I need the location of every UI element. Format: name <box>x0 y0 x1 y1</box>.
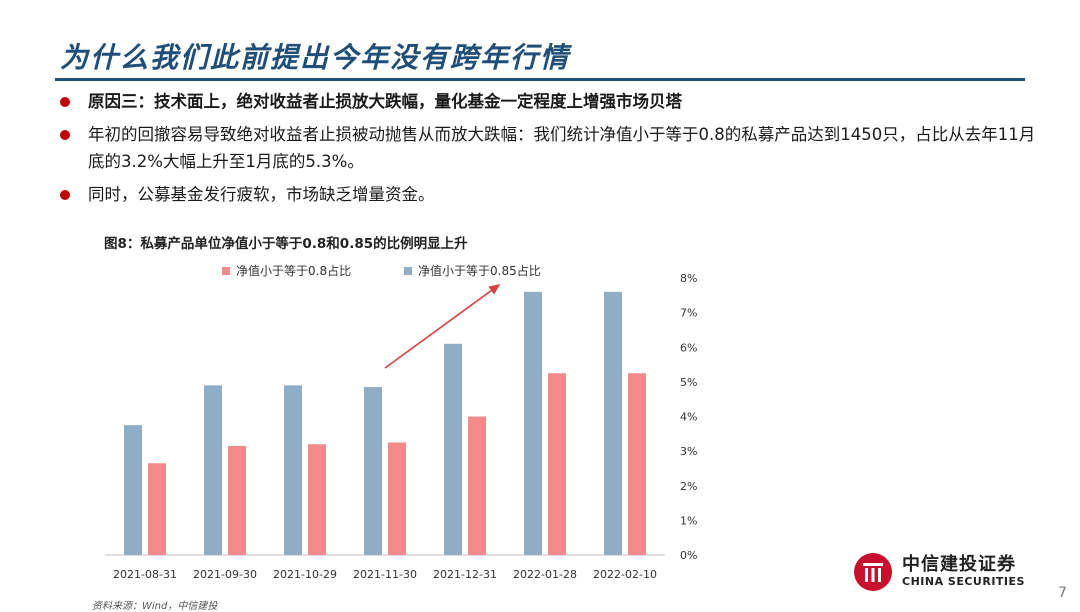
bar-series-a-2021-11-30 <box>388 442 406 555</box>
y-tick-label-2: 2% <box>680 480 697 493</box>
y-tick-label-3: 3% <box>680 445 697 458</box>
logo-text-en: CHINA SECURITIES <box>902 575 1025 588</box>
bar-series-b-2021-08-31 <box>124 425 142 555</box>
y-tick-label-0: 0% <box>680 549 697 562</box>
legend-swatch-series-a <box>222 266 230 275</box>
legend-label-series-a: 净值小于等于0.8占比 <box>236 264 352 278</box>
y-tick-label-6: 6% <box>680 341 697 354</box>
bar-series-b-2021-10-29 <box>284 385 302 555</box>
legend-item-series-a: 净值小于等于0.8占比 <box>222 262 351 279</box>
x-tick-label-2021-11-30: 2021-11-30 <box>353 568 417 581</box>
x-tick-label-2021-08-31: 2021-08-31 <box>113 568 177 581</box>
china-securities-logo-icon <box>854 553 892 591</box>
bullet-item-3: 同时，公募基金发行疲软，市场缺乏增量资金。 <box>60 181 1040 208</box>
bullet-text-2: 年初的回撤容易导致绝对收益者止损被动抛售从而放大跌幅：我们统计净值小于等于0.8… <box>88 125 1036 171</box>
page-number: 7 <box>1058 585 1067 601</box>
bar-series-b-2021-11-30 <box>364 387 382 555</box>
bar-series-a-2022-01-28 <box>548 373 566 555</box>
bar-series-a-2021-09-30 <box>228 445 246 555</box>
bullet-dot-icon <box>60 130 70 140</box>
title-divider <box>55 78 1025 81</box>
x-tick-label-2022-02-10: 2022-02-10 <box>593 568 657 581</box>
slide-title: 为什么我们此前提出今年没有跨年行情 <box>60 41 571 74</box>
bullet-dot-icon <box>60 190 70 200</box>
bar-series-b-2021-12-31 <box>444 343 462 555</box>
logo-text-cn: 中信建投证券 <box>902 554 1016 575</box>
bullet-text-1: 原因三：技术面上，绝对收益者止损放大跌幅，量化基金一定程度上增强市场贝塔 <box>88 92 682 111</box>
x-tick-label-2021-12-31: 2021-12-31 <box>433 568 497 581</box>
x-tick-label-2021-09-30: 2021-09-30 <box>193 568 257 581</box>
y-tick-label-4: 4% <box>680 411 697 424</box>
bullet-item-1: 原因三：技术面上，绝对收益者止损放大跌幅，量化基金一定程度上增强市场贝塔 <box>60 88 1040 115</box>
y-tick-label-1: 1% <box>680 514 697 527</box>
bar-series-b-2021-09-30 <box>204 385 222 555</box>
bar-series-a-2021-10-29 <box>308 444 326 555</box>
source-note: 资料来源：Wind，中信建投 <box>92 601 218 612</box>
company-logo: 中信建投证券 CHINA SECURITIES <box>852 551 1025 593</box>
legend-item-series-b: 净值小于等于0.85占比 <box>404 262 541 279</box>
bar-series-a-2021-12-31 <box>468 416 486 555</box>
bullet-dot-icon <box>60 97 70 107</box>
y-tick-label-5: 5% <box>680 376 697 389</box>
y-tick-label-8: 8% <box>680 272 697 285</box>
x-tick-label-2022-01-28: 2022-01-28 <box>513 568 577 581</box>
bar-series-b-2022-02-10 <box>604 291 622 555</box>
bar-series-b-2022-01-28 <box>524 291 542 555</box>
legend-swatch-series-b <box>404 266 412 275</box>
figure-title: 图8：私募产品单位净值小于等于0.8和0.85的比例明显上升 <box>104 236 468 252</box>
y-tick-label-7: 7% <box>680 307 697 320</box>
trend-arrow <box>384 283 501 369</box>
bullet-text-3: 同时，公募基金发行疲软，市场缺乏增量资金。 <box>88 185 435 204</box>
legend-label-series-b: 净值小于等于0.85占比 <box>418 264 541 278</box>
bullet-item-2: 年初的回撤容易导致绝对收益者止损被动抛售从而放大跌幅：我们统计净值小于等于0.8… <box>60 121 1040 175</box>
bar-series-a-2022-02-10 <box>628 373 646 555</box>
bullet-list: 原因三：技术面上，绝对收益者止损放大跌幅，量化基金一定程度上增强市场贝塔 年初的… <box>60 88 1040 214</box>
x-tick-label-2021-10-29: 2021-10-29 <box>273 568 337 581</box>
bar-series-a-2021-08-31 <box>148 463 166 555</box>
